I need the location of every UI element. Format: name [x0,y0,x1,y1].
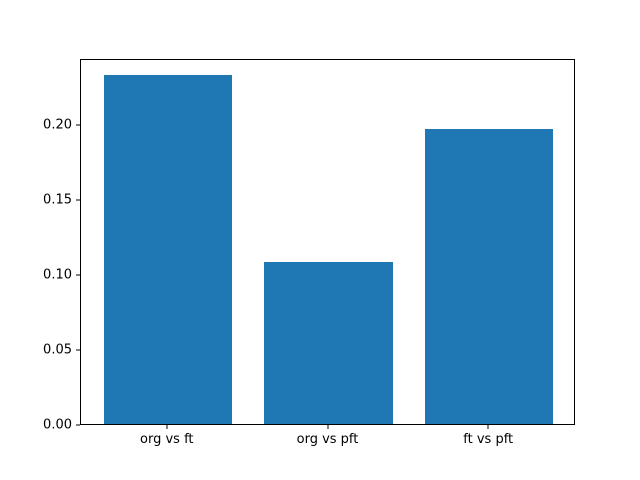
y-axis-tick-mark [76,199,80,201]
y-axis-tick-mark [76,274,80,276]
y-axis-tick-label: 0.20 [43,117,72,133]
x-axis-tick-label: org vs pft [296,432,359,447]
bar-org-vs-pft [264,262,393,424]
bar-org-vs-ft [103,74,233,424]
x-axis-tick-mark [166,425,168,429]
y-axis-tick-label: 0.10 [43,267,72,283]
x-axis-tick-mark [327,425,328,429]
x-axis-tick-label: ft vs pft [463,432,514,447]
y-axis-tick-label: 0.05 [43,342,72,358]
x-axis-tick-label: org vs ft [140,432,194,447]
y-axis-tick-label: 0.15 [43,192,72,208]
y-axis-tick-mark [76,424,80,426]
y-axis-tick-mark [76,349,80,351]
plot-area [80,59,575,425]
bar-ft-vs-pft [424,128,554,424]
y-axis-tick-label: 0.00 [43,417,72,433]
x-axis-tick-mark [487,425,489,429]
y-axis-tick-mark [76,124,80,126]
